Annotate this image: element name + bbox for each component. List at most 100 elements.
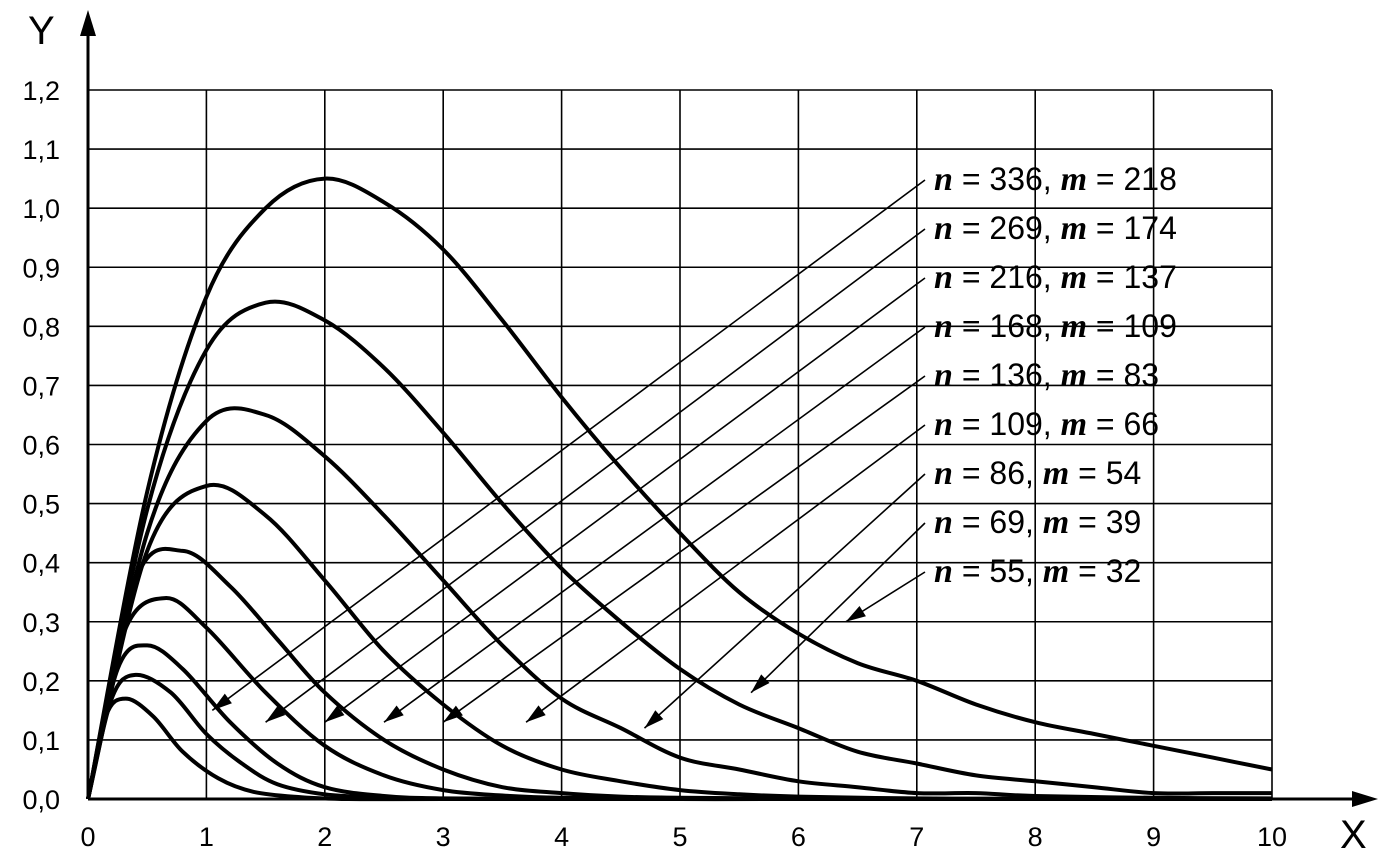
legend-m-value: 174 [1123, 210, 1176, 246]
legend-entry: n = 136, m = 83 [934, 357, 1159, 394]
legend-pointer-arrow [324, 705, 345, 723]
legend-var-m: m [1061, 210, 1087, 247]
y-tick-label: 0,4 [22, 549, 60, 579]
legend-var-m: m [1043, 504, 1069, 541]
curve-series-2 [86, 299, 1272, 800]
legend-n-value: 86 [989, 455, 1025, 491]
legend-n-value: 55 [989, 553, 1025, 589]
y-tick-label: 0,2 [22, 667, 60, 697]
legend-m-value: 83 [1123, 357, 1159, 393]
legend-sep: , [1043, 210, 1061, 246]
legend-m-value: 137 [1123, 259, 1176, 295]
x-tick-label: 9 [1146, 822, 1161, 852]
legend-var-n: n [934, 210, 953, 247]
legend-pointer-arrow [384, 705, 404, 723]
legend-pointer-line [383, 326, 926, 723]
legend-m-value: 39 [1106, 504, 1142, 540]
legend-pointer-arrow [526, 705, 546, 723]
legend-eq: = [1069, 504, 1105, 540]
legend-m-value: 66 [1123, 406, 1159, 442]
y-axis-arrow [80, 10, 96, 36]
legend-sep: , [1043, 406, 1061, 442]
legend-var-m: m [1061, 259, 1087, 296]
x-tick-label: 3 [436, 822, 451, 852]
legend-pointer-line [750, 522, 926, 694]
legend-entry: n = 109, m = 66 [934, 406, 1159, 443]
legend-var-n: n [934, 161, 953, 198]
legend-eq: = [1069, 553, 1105, 589]
tick-labels: 0 1 2 3 4 5 6 7 8 9 10 0,0 0,1 0,2 0,3 0,4 0,5 0,6 0,7 0,8 0… [22, 76, 1287, 852]
legend-n-value: 216 [989, 259, 1042, 295]
x-tick-label: 10 [1257, 822, 1287, 852]
legend-var-n: n [934, 504, 953, 541]
x-tick-label: 2 [317, 822, 332, 852]
legend-m-value: 109 [1123, 308, 1176, 344]
legend-entry: n = 336, m = 218 [934, 161, 1177, 198]
legend-var-n: n [934, 357, 953, 394]
legend-eq: = [953, 406, 989, 442]
x-axis-label: X [1340, 813, 1367, 857]
y-tick-label: 0,3 [22, 608, 60, 638]
legend-eq: = [1087, 259, 1123, 295]
legend-eq: = [953, 259, 989, 295]
legend-eq: = [953, 357, 989, 393]
legend-eq: = [1087, 406, 1123, 442]
legend-eq: = [1069, 455, 1105, 491]
x-tick-label: 7 [909, 822, 924, 852]
legend-entry: n = 269, m = 174 [934, 210, 1177, 247]
legend-m-value: 32 [1106, 553, 1142, 589]
legend-entry: n = 69, m = 39 [934, 504, 1141, 541]
y-tick-label: 0,6 [22, 431, 60, 461]
y-tick-label: 0,8 [22, 312, 60, 342]
legend-var-m: m [1043, 553, 1069, 590]
y-tick-label: 1,2 [22, 76, 60, 106]
legend-n-value: 109 [989, 406, 1042, 442]
legend-sep: , [1025, 455, 1043, 491]
axes: X Y [28, 9, 1378, 857]
legend-sep: , [1025, 553, 1043, 589]
legend-m-value: 54 [1106, 455, 1142, 491]
grid [88, 89, 1273, 799]
curve-series-9 [86, 696, 1272, 802]
legend-pointer-arrow [644, 710, 664, 729]
legend-eq: = [953, 210, 989, 246]
legend-eq: = [1087, 210, 1123, 246]
x-tick-label: 0 [80, 822, 95, 852]
legend-eq: = [1087, 161, 1123, 197]
y-tick-label: 1,0 [22, 194, 60, 224]
legend-n-value: 136 [989, 357, 1042, 393]
y-tick-label: 1,1 [22, 135, 60, 165]
y-axis-label: Y [28, 9, 55, 53]
legend-n-value: 69 [989, 504, 1025, 540]
legend-var-m: m [1043, 455, 1069, 492]
legend-var-n: n [934, 553, 953, 590]
legend-pointers [211, 179, 926, 729]
legend-var-m: m [1061, 308, 1087, 345]
legend-pointer-line [211, 179, 926, 712]
y-tick-label: 0,0 [22, 785, 60, 815]
legend-n-value: 269 [989, 210, 1042, 246]
legend-m-value: 218 [1123, 161, 1176, 197]
legend-pointer-arrow [845, 606, 866, 622]
legend-pointer-line [525, 424, 926, 723]
y-tick-label: 0,1 [22, 726, 60, 756]
curve-series-3 [86, 406, 1273, 801]
legend-var-n: n [934, 406, 953, 443]
y-tick-label: 0,9 [22, 253, 60, 283]
legend-eq: = [1087, 357, 1123, 393]
legend-n-value: 336 [989, 161, 1042, 197]
legend-eq: = [953, 504, 989, 540]
legend-eq: = [1087, 308, 1123, 344]
legend-entry: n = 168, m = 109 [934, 308, 1177, 345]
legend-eq: = [953, 161, 989, 197]
legend-var-n: n [934, 259, 953, 296]
x-tick-label: 8 [1028, 822, 1043, 852]
legend-sep: , [1043, 308, 1061, 344]
x-tick-label: 6 [791, 822, 806, 852]
legend-sep: , [1043, 161, 1061, 197]
legend-entry: n = 55, m = 32 [934, 553, 1141, 590]
curves [86, 176, 1273, 802]
legend-entry: n = 216, m = 137 [934, 259, 1177, 296]
legend-sep: , [1043, 357, 1061, 393]
